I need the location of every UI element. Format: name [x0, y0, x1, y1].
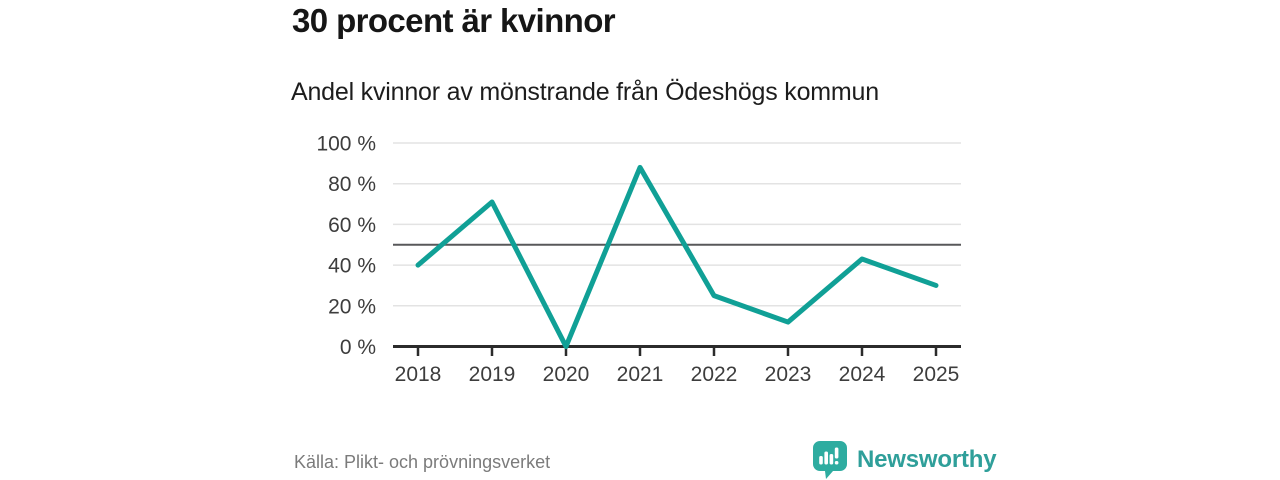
y-tick-label: 60 % — [328, 214, 376, 237]
chart-subtitle: Andel kvinnor av mönstrande från Ödeshög… — [291, 78, 879, 106]
y-tick-label: 100 % — [316, 133, 376, 156]
newsworthy-logo-icon — [813, 441, 847, 479]
y-tick-label: 40 % — [328, 255, 376, 278]
x-axis-ticks — [416, 348, 938, 356]
x-tick-label: 2019 — [469, 363, 516, 386]
mini-bar-chart-glyph — [819, 447, 839, 465]
data-series-line — [415, 164, 939, 349]
chart-title: 30 procent är kvinnor — [292, 2, 616, 39]
y-tick-label: 80 % — [328, 173, 376, 196]
x-tick-label: 2022 — [691, 363, 738, 386]
x-tick-label: 2018 — [395, 363, 442, 386]
newsworthy-wordmark: Newsworthy — [857, 445, 997, 473]
y-tick-label: 20 % — [328, 295, 376, 318]
x-axis-labels: 2018 2019 2020 2021 2022 2023 2024 2025 — [395, 363, 960, 386]
newsworthy-logo: Newsworthy — [811, 440, 997, 479]
y-tick-label: 0 % — [340, 336, 376, 359]
y-axis-labels: 0 % 20 % 40 % 60 % 80 % 100 % — [316, 133, 376, 360]
gridlines — [393, 142, 961, 307]
x-tick-label: 2025 — [913, 363, 960, 386]
source-note: Källa: Plikt- och prövningsverket — [294, 452, 551, 472]
x-tick-label: 2024 — [839, 363, 886, 386]
x-tick-label: 2021 — [617, 363, 664, 386]
x-tick-label: 2020 — [543, 363, 590, 386]
chart-area: 0 % 20 % 40 % 60 % 80 % 100 % 2018 2019 2020 2021… — [290, 128, 980, 398]
line-chart: 0 % 20 % 40 % 60 % 80 % 100 % 2018 2019 2020 2021… — [316, 133, 961, 386]
x-tick-label: 2023 — [765, 363, 812, 386]
